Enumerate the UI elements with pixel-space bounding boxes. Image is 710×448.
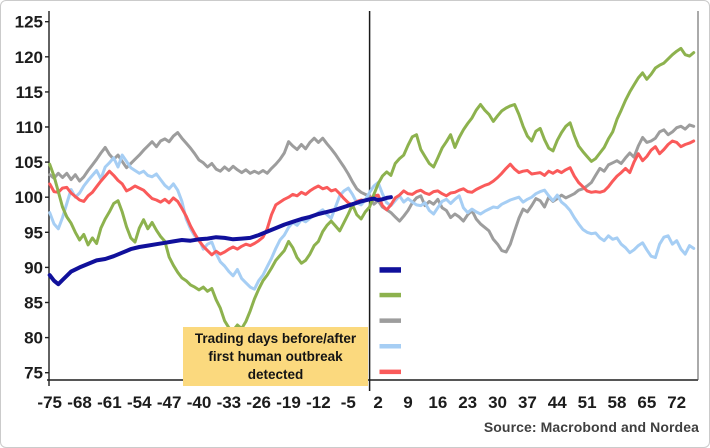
x-tick-label: -26 xyxy=(246,393,271,412)
y-tick-label: 110 xyxy=(16,118,43,137)
y-tick-label: 115 xyxy=(16,83,43,102)
legend-swatch-green xyxy=(379,292,401,298)
x-tick-label: 23 xyxy=(458,393,477,412)
x-tick-label: 9 xyxy=(403,393,412,412)
y-tick-label: 85 xyxy=(24,294,43,313)
legend-swatch-red xyxy=(379,369,401,375)
x-tick-label: 72 xyxy=(667,393,686,412)
y-tick-label: 125 xyxy=(15,13,43,32)
x-tick-label: -61 xyxy=(97,393,122,412)
y-tick-label: 95 xyxy=(24,223,43,242)
x-tick-label: -5 xyxy=(341,393,356,412)
y-tick-label: 75 xyxy=(24,364,43,383)
legend-swatch-navy xyxy=(379,267,401,273)
y-tick-label: 90 xyxy=(24,258,43,277)
x-tick-label: 2 xyxy=(373,393,382,412)
x-tick-label: -19 xyxy=(276,393,301,412)
x-tick-label: -33 xyxy=(217,393,242,412)
x-tick-label: -12 xyxy=(306,393,331,412)
x-tick-label: -47 xyxy=(157,393,182,412)
x-tick-label: 65 xyxy=(637,393,656,412)
x-tick-label: -54 xyxy=(127,393,152,412)
x-tick-label: 16 xyxy=(428,393,447,412)
y-tick-label: 80 xyxy=(24,329,43,348)
x-tick-label: 58 xyxy=(608,393,627,412)
x-tick-label: -68 xyxy=(67,393,92,412)
x-tick-label: 30 xyxy=(488,393,507,412)
source-attribution: Source: Macrobond and Nordea xyxy=(483,419,699,435)
series-line-navy xyxy=(47,195,393,287)
x-tick-label: 51 xyxy=(578,393,597,412)
y-tick-label: 100 xyxy=(15,188,43,207)
series-line-lightblue xyxy=(48,153,696,291)
legend-swatch-lightblue xyxy=(379,344,401,349)
x-tick-label: -75 xyxy=(37,393,62,412)
y-tick-label: 105 xyxy=(15,153,43,172)
x-axis-annotation-box: Trading days before/after first human ou… xyxy=(183,327,368,386)
y-tick-label: 120 xyxy=(15,48,43,67)
legend-swatch-gray xyxy=(379,318,401,323)
annotation-line-2: first human outbreak xyxy=(208,348,343,364)
x-tick-label: 37 xyxy=(518,393,537,412)
x-tick-label: 44 xyxy=(548,393,567,412)
annotation-line-1: Trading days before/after xyxy=(194,330,357,346)
annotation-line-3: detected xyxy=(247,366,304,382)
x-tick-label: -40 xyxy=(187,393,212,412)
